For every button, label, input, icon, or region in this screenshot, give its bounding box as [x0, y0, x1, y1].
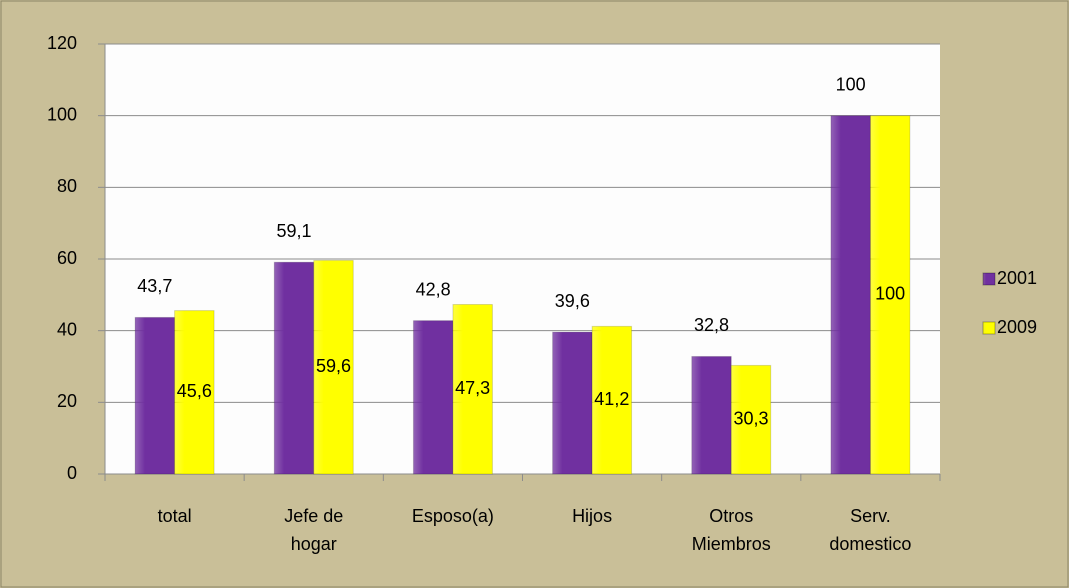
y-tick-label: 20	[57, 391, 77, 411]
data-label: 59,6	[316, 356, 351, 376]
data-label: 30,3	[733, 408, 768, 428]
y-tick-label: 120	[47, 33, 77, 53]
x-tick-label: Esposo(a)	[411, 506, 494, 526]
x-tick-label: Jefe de hogar	[284, 506, 344, 554]
legend-swatch	[982, 272, 996, 286]
bar	[134, 316, 176, 475]
y-tick-label: 60	[57, 248, 77, 268]
bar	[869, 115, 911, 475]
bar	[730, 364, 772, 475]
legend-swatch	[982, 321, 996, 335]
data-label: 41,2	[594, 389, 629, 409]
y-tick-label: 80	[57, 176, 77, 196]
data-label: 42,8	[416, 279, 451, 299]
bar	[552, 331, 593, 475]
bar	[174, 310, 215, 475]
data-label: 59,1	[276, 221, 311, 241]
data-label: 32,8	[694, 315, 729, 335]
data-label: 100	[836, 74, 866, 94]
y-tick-label: 0	[67, 463, 77, 483]
bar	[452, 304, 493, 475]
x-tick-label: Hijos	[572, 506, 613, 526]
x-tick-label: Otros Miembros	[691, 506, 771, 554]
data-label: 100	[875, 284, 905, 304]
x-tick-label: Serv. domestico	[829, 506, 912, 554]
bar	[313, 259, 354, 475]
x-tick-label: total	[157, 506, 192, 526]
bar	[273, 261, 315, 475]
bar	[830, 115, 871, 475]
data-label: 47,3	[455, 378, 490, 398]
legend-label: 2001	[997, 268, 1037, 288]
bar	[591, 325, 633, 475]
data-label: 45,6	[177, 381, 212, 401]
data-label: 39,6	[555, 291, 590, 311]
data-label: 43,7	[137, 276, 172, 296]
legend-label: 2009	[997, 317, 1037, 337]
bar	[412, 320, 454, 475]
y-tick-label: 40	[57, 319, 77, 339]
y-tick-label: 100	[47, 104, 77, 124]
bar	[691, 355, 732, 475]
